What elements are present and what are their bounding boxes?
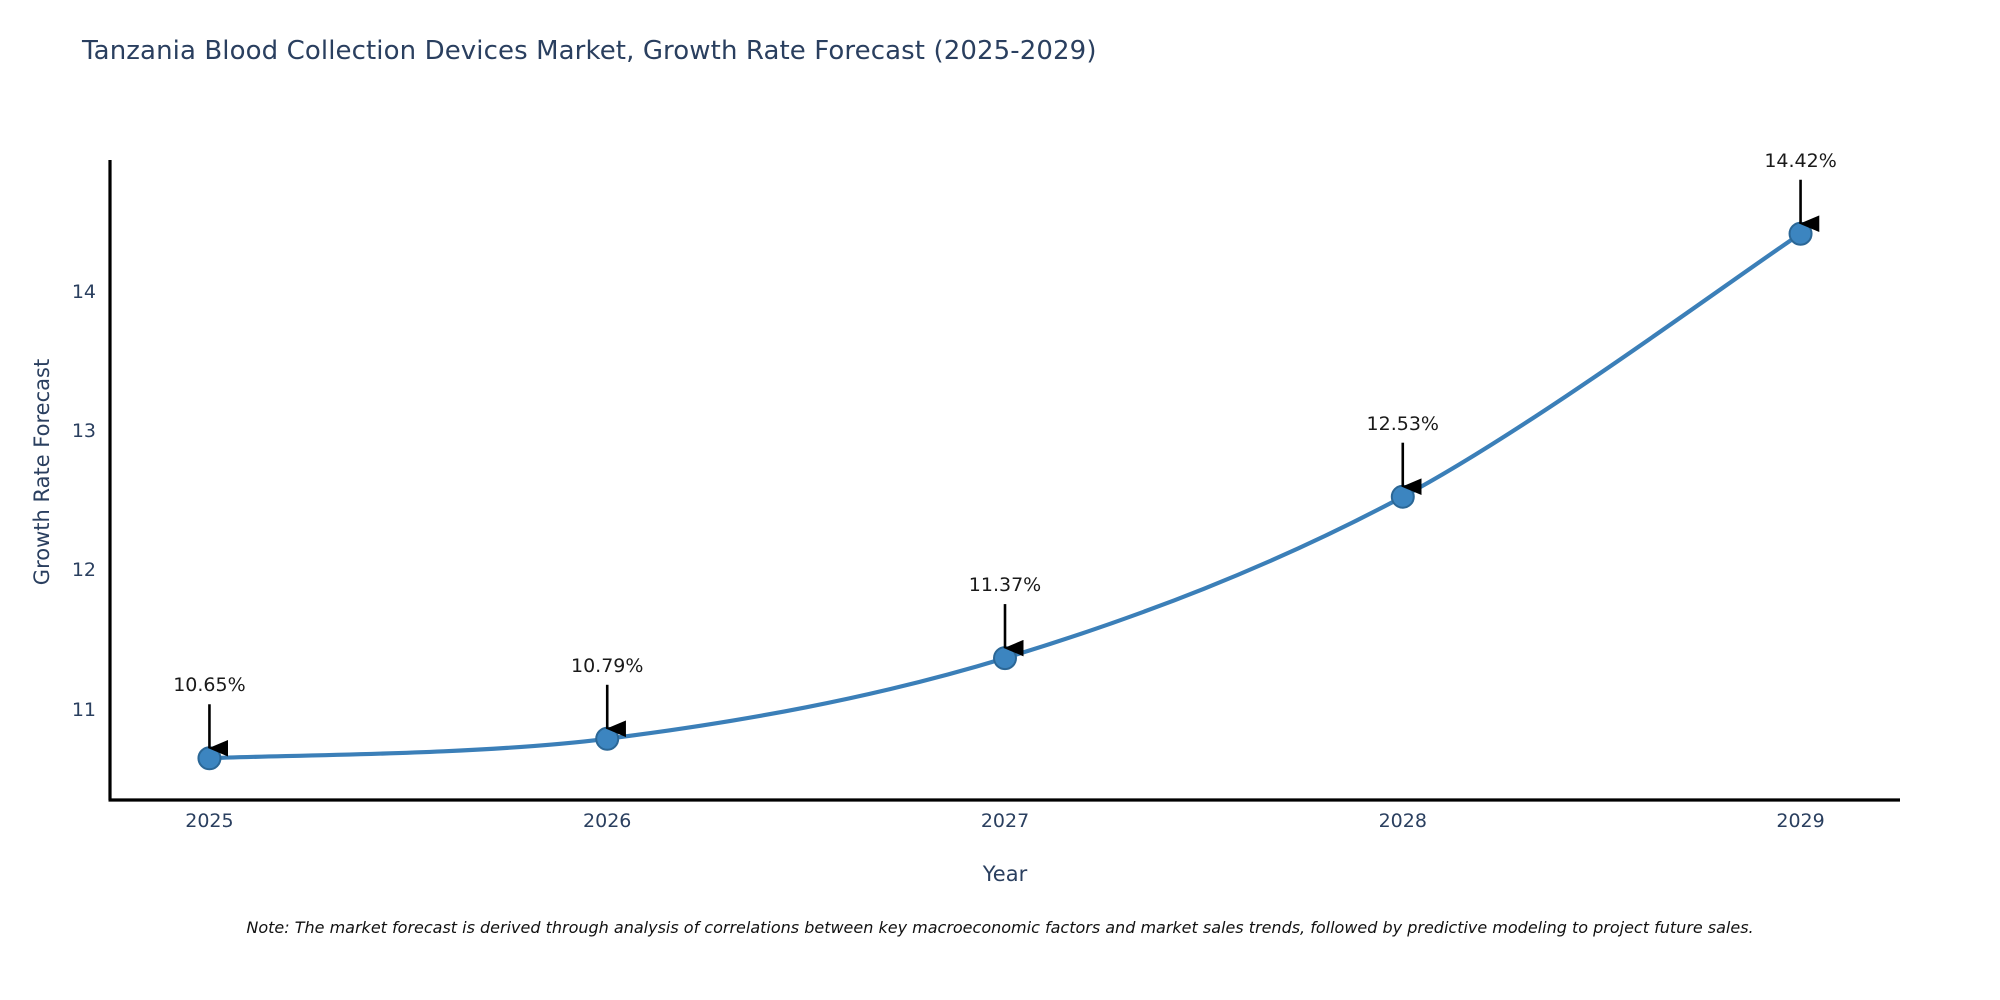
chart-title: Tanzania Blood Collection Devices Market…	[82, 36, 1097, 66]
y-axis-tick-label: 11	[71, 698, 96, 721]
x-axis-title: Year	[982, 862, 1028, 886]
data-point-marker	[1390, 484, 1415, 509]
data-point-value-label: 11.37%	[968, 574, 1042, 597]
y-axis-tick-label: 14	[71, 281, 96, 304]
data-point-value-label: 14.42%	[1764, 149, 1837, 172]
x-axis-tick-label: 2028	[1378, 810, 1427, 832]
data-point-value-label: 10.65%	[173, 674, 246, 697]
data-point-value-label: 12.53%	[1366, 412, 1439, 435]
axis-spines	[108, 160, 1900, 802]
y-axis-tick-label: 12	[71, 559, 96, 582]
chart-note: Note: The market forecast is derived thr…	[246, 918, 1754, 937]
y-axis-tick-labels: 11 12 13 14	[0, 0, 96, 1000]
data-point-marker	[1788, 221, 1813, 246]
data-markers	[197, 221, 1813, 771]
annotation-arrows	[208, 179, 1820, 757]
series-line-growth-rate-forecast	[207, 231, 1803, 761]
data-point-marker	[993, 646, 1017, 671]
y-axis-tick-label: 13	[71, 420, 96, 443]
data-point-marker	[197, 746, 222, 771]
x-axis-tick-label: 2027	[980, 810, 1030, 832]
x-axis-tick-label: 2029	[1776, 810, 1825, 832]
x-axis-tick-label: 2026	[583, 810, 632, 832]
data-line	[207, 231, 1803, 761]
x-axis-tick-label: 2025	[185, 810, 234, 832]
data-point-marker	[595, 726, 620, 751]
data-point-value-label: 10.79%	[570, 654, 644, 677]
